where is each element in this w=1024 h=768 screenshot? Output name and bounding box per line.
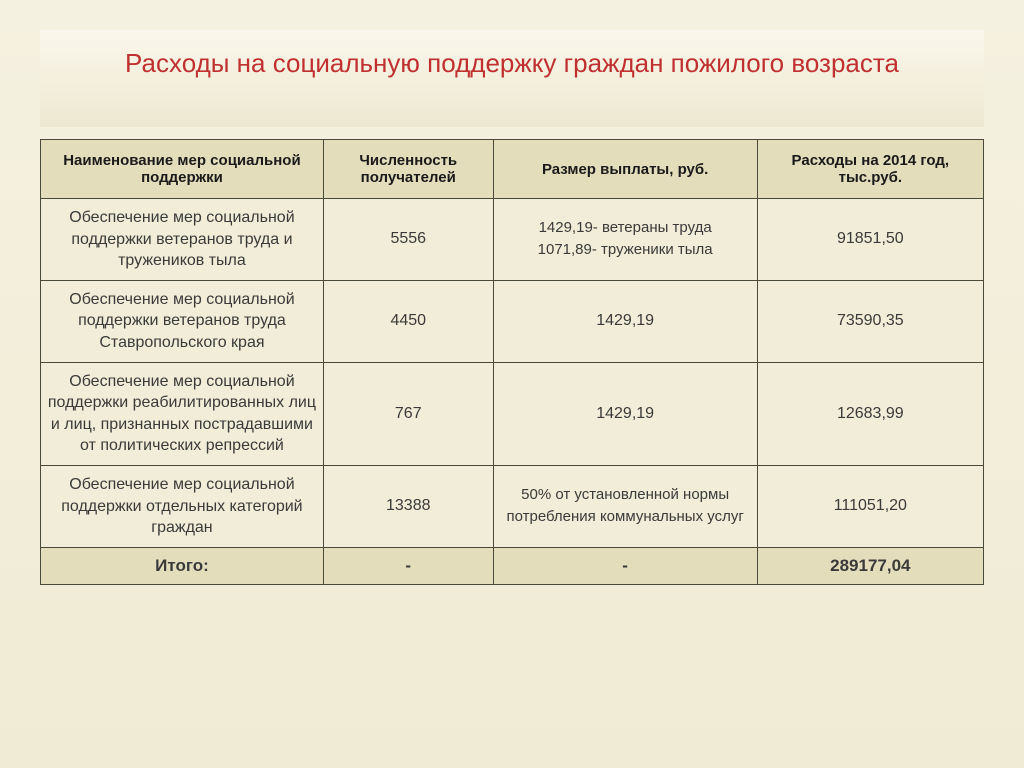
total-label: Итого: (41, 547, 324, 584)
cell-name: Обеспечение мер социальной поддержки отд… (41, 465, 324, 547)
cell-name: Обеспечение мер социальной поддержки вет… (41, 280, 324, 362)
cell-payment: 1429,19 (493, 362, 757, 465)
header-payment: Размер выплаты, руб. (493, 140, 757, 199)
cell-expense: 73590,35 (757, 280, 983, 362)
cell-name: Обеспечение мер социальной поддержки реа… (41, 362, 324, 465)
table-row: Обеспечение мер социальной поддержки отд… (41, 465, 984, 547)
cell-count: 767 (323, 362, 493, 465)
cell-count: 4450 (323, 280, 493, 362)
total-count: - (323, 547, 493, 584)
cell-expense: 91851,50 (757, 199, 983, 281)
expenses-table: Наименование мер социальной поддержки Чи… (40, 139, 984, 585)
total-row: Итого: - - 289177,04 (41, 547, 984, 584)
table-row: Обеспечение мер социальной поддержки вет… (41, 199, 984, 281)
cell-count: 13388 (323, 465, 493, 547)
cell-payment: 50% от установленной нормы потребления к… (493, 465, 757, 547)
title-bar: Расходы на социальную поддержку граждан … (40, 30, 984, 127)
table-row: Обеспечение мер социальной поддержки вет… (41, 280, 984, 362)
header-name: Наименование мер социальной поддержки (41, 140, 324, 199)
table-row: Обеспечение мер социальной поддержки реа… (41, 362, 984, 465)
header-row: Наименование мер социальной поддержки Чи… (41, 140, 984, 199)
cell-name: Обеспечение мер социальной поддержки вет… (41, 199, 324, 281)
payment-line2: 1071,89- труженики тыла (500, 239, 751, 262)
cell-expense: 12683,99 (757, 362, 983, 465)
header-expense: Расходы на 2014 год, тыс.руб. (757, 140, 983, 199)
payment-line1: 1429,19- ветераны труда (500, 217, 751, 240)
page-title: Расходы на социальную поддержку граждан … (40, 48, 984, 79)
total-payment: - (493, 547, 757, 584)
cell-payment: 1429,19 (493, 280, 757, 362)
cell-expense: 111051,20 (757, 465, 983, 547)
cell-payment: 1429,19- ветераны труда 1071,89- тружени… (493, 199, 757, 281)
header-count: Численность получателей (323, 140, 493, 199)
total-expense: 289177,04 (757, 547, 983, 584)
cell-count: 5556 (323, 199, 493, 281)
